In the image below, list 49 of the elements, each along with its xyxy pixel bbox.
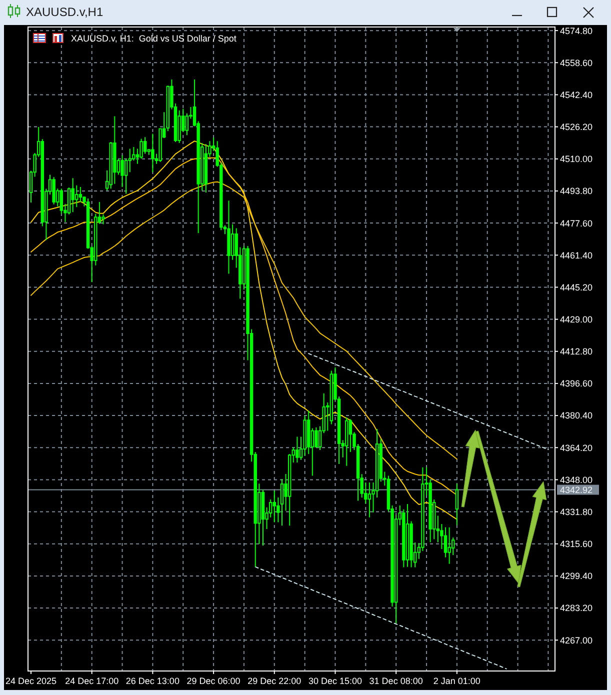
y-tick-label: 4380.40 [560,410,593,421]
candlestick [303,415,306,456]
line-series [308,353,549,450]
candlestick [448,526,451,564]
candlestick [113,116,116,184]
x-tick-label: 29 Dec 06:00 [186,676,240,686]
y-tick-label: 4283.20 [560,603,593,614]
candlestick [143,136,147,154]
y-tick-label: 4493.80 [560,186,593,196]
x-tick-label: 2 Jan 01:00 [433,676,480,686]
y-tick-label: 4445.20 [560,282,593,292]
y-tick-label: 4542.40 [560,90,593,100]
y-tick-label: 4396.60 [560,378,593,389]
text: XAUUSD.v, H1: Gold vs US Dollar / Spot [71,34,237,44]
candlestick [78,186,82,203]
y-tick-label: 4412.80 [560,346,593,357]
candlestick [296,436,299,463]
candlestick [406,504,410,568]
candlestick [368,482,372,518]
x-tick-label: 31 Dec 08:00 [369,676,423,686]
y-tick-label: 4267.00 [560,635,593,646]
chart-title: XAUUSD.v,H1 [26,5,104,19]
candlestick [272,490,276,523]
y-tick-label: 4331.80 [560,506,593,517]
candlestick [227,200,230,274]
y-tick-label: 4299.40 [560,571,593,582]
x-tick-label: 24 Dec 17:00 [65,676,119,686]
line-series [254,566,507,670]
x-tick-label: 30 Dec 15:00 [308,676,362,686]
x-tick-label: 26 Dec 13:00 [126,676,180,686]
y-tick-label: 4526.20 [560,122,593,132]
y-tick-label: 4461.40 [560,250,593,260]
y-tick-label: 4429.00 [560,314,593,324]
candlestick [204,144,208,194]
x-tick-label: 24 Dec 2025 [5,676,57,686]
y-tick-label: 4574.80 [560,26,593,36]
candlestick [52,176,56,205]
y-tick-label: 4348.00 [560,474,593,485]
ref-line-label: 4342.92 [560,484,593,495]
y-tick-label: 4315.60 [560,539,593,550]
candlestick [71,178,74,213]
y-tick-label: 4364.20 [560,442,593,453]
y-tick-label: 4510.00 [560,154,593,164]
candlestick [345,417,348,466]
candlestick [151,133,154,173]
y-tick-label: 4477.60 [560,218,593,228]
y-tick-label: 4558.60 [560,58,593,68]
candlestick [455,483,459,526]
x-tick-label: 29 Dec 22:00 [248,676,302,686]
